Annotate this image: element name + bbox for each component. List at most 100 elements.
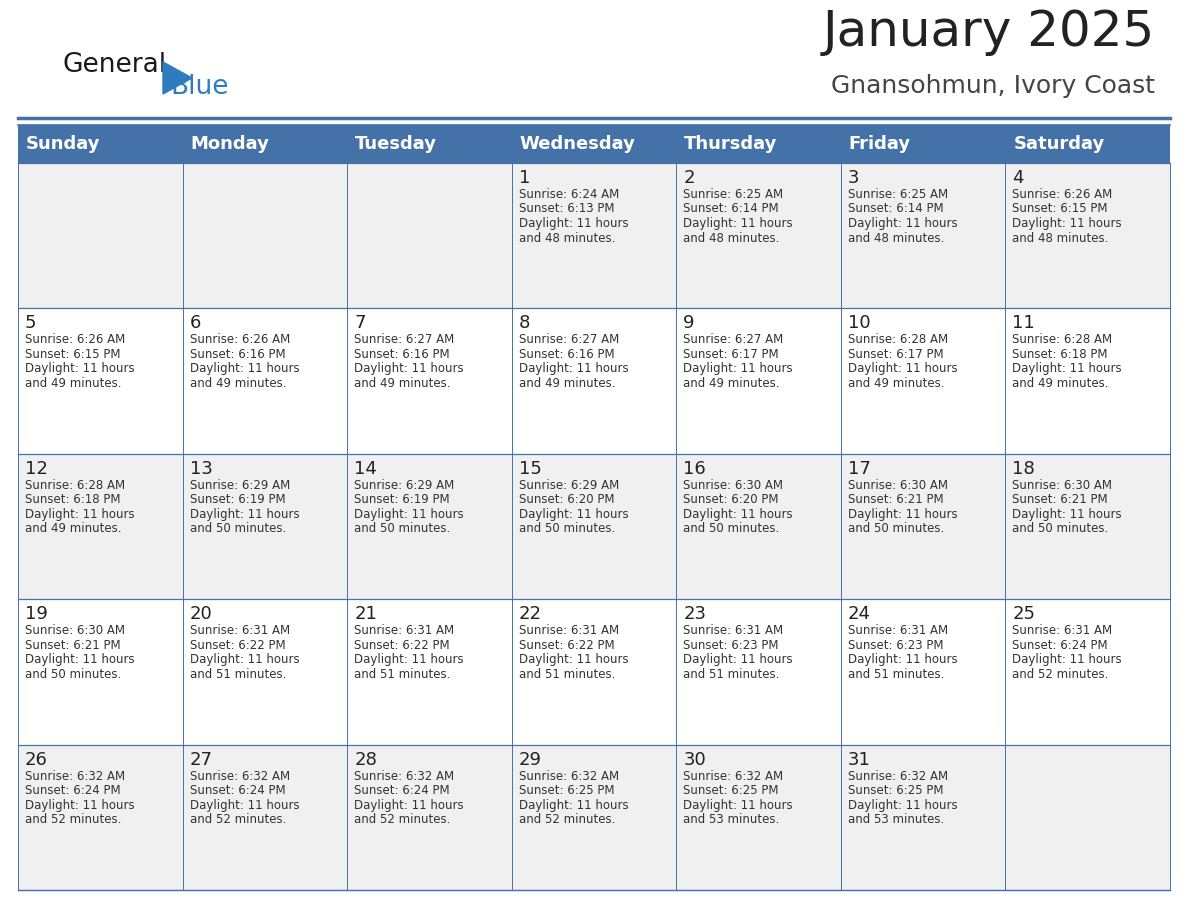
Text: January 2025: January 2025 <box>823 8 1155 56</box>
Text: Sunset: 6:19 PM: Sunset: 6:19 PM <box>354 493 450 507</box>
Text: and 51 minutes.: and 51 minutes. <box>683 667 779 681</box>
Text: 12: 12 <box>25 460 48 477</box>
Bar <box>18 744 183 890</box>
Text: Sunset: 6:23 PM: Sunset: 6:23 PM <box>848 639 943 652</box>
Text: 22: 22 <box>519 605 542 623</box>
Text: 4: 4 <box>1012 169 1024 187</box>
Text: Sunset: 6:18 PM: Sunset: 6:18 PM <box>1012 348 1108 361</box>
Text: and 49 minutes.: and 49 minutes. <box>848 377 944 390</box>
Text: Daylight: 11 hours: Daylight: 11 hours <box>519 217 628 230</box>
Text: 18: 18 <box>1012 460 1035 477</box>
Bar <box>18 125 1170 163</box>
Text: and 48 minutes.: and 48 minutes. <box>848 231 944 244</box>
Text: Sunrise: 6:26 AM: Sunrise: 6:26 AM <box>25 333 125 346</box>
Text: 15: 15 <box>519 460 542 477</box>
Text: Daylight: 11 hours: Daylight: 11 hours <box>25 508 134 521</box>
Text: and 51 minutes.: and 51 minutes. <box>848 667 944 681</box>
Bar <box>676 163 841 308</box>
Bar <box>512 308 676 453</box>
Text: and 49 minutes.: and 49 minutes. <box>190 377 286 390</box>
Text: Daylight: 11 hours: Daylight: 11 hours <box>354 363 463 375</box>
Text: Sunset: 6:17 PM: Sunset: 6:17 PM <box>683 348 779 361</box>
Text: 1: 1 <box>519 169 530 187</box>
Text: 3: 3 <box>848 169 859 187</box>
Text: Sunset: 6:20 PM: Sunset: 6:20 PM <box>519 493 614 507</box>
Text: and 52 minutes.: and 52 minutes. <box>519 813 615 826</box>
Text: Sunrise: 6:30 AM: Sunrise: 6:30 AM <box>683 479 783 492</box>
Text: Sunset: 6:25 PM: Sunset: 6:25 PM <box>683 784 779 797</box>
Text: Sunset: 6:22 PM: Sunset: 6:22 PM <box>190 639 285 652</box>
Text: and 51 minutes.: and 51 minutes. <box>354 667 450 681</box>
Text: and 49 minutes.: and 49 minutes. <box>25 377 121 390</box>
Bar <box>841 163 1005 308</box>
Text: and 49 minutes.: and 49 minutes. <box>354 377 450 390</box>
Text: Wednesday: Wednesday <box>519 135 636 153</box>
Text: 13: 13 <box>190 460 213 477</box>
Text: and 51 minutes.: and 51 minutes. <box>190 667 286 681</box>
Text: 29: 29 <box>519 751 542 768</box>
Bar <box>18 599 183 744</box>
Text: 20: 20 <box>190 605 213 623</box>
Text: Sunrise: 6:31 AM: Sunrise: 6:31 AM <box>354 624 454 637</box>
Text: Daylight: 11 hours: Daylight: 11 hours <box>683 654 792 666</box>
Bar <box>1005 308 1170 453</box>
Text: and 50 minutes.: and 50 minutes. <box>190 522 286 535</box>
Text: Sunset: 6:20 PM: Sunset: 6:20 PM <box>683 493 779 507</box>
Text: Daylight: 11 hours: Daylight: 11 hours <box>683 363 792 375</box>
Text: Sunrise: 6:30 AM: Sunrise: 6:30 AM <box>1012 479 1112 492</box>
Text: Daylight: 11 hours: Daylight: 11 hours <box>519 363 628 375</box>
Polygon shape <box>163 62 192 94</box>
Bar <box>183 453 347 599</box>
Text: Daylight: 11 hours: Daylight: 11 hours <box>190 363 299 375</box>
Text: 23: 23 <box>683 605 707 623</box>
Bar <box>512 163 676 308</box>
Text: Sunset: 6:25 PM: Sunset: 6:25 PM <box>848 784 943 797</box>
Text: Sunrise: 6:28 AM: Sunrise: 6:28 AM <box>848 333 948 346</box>
Bar <box>512 599 676 744</box>
Text: Daylight: 11 hours: Daylight: 11 hours <box>190 799 299 812</box>
Bar <box>18 453 183 599</box>
Bar <box>841 599 1005 744</box>
Text: Sunrise: 6:32 AM: Sunrise: 6:32 AM <box>25 769 125 783</box>
Text: and 49 minutes.: and 49 minutes. <box>683 377 779 390</box>
Text: Sunrise: 6:32 AM: Sunrise: 6:32 AM <box>683 769 783 783</box>
Text: and 50 minutes.: and 50 minutes. <box>354 522 450 535</box>
Text: Daylight: 11 hours: Daylight: 11 hours <box>1012 508 1121 521</box>
Text: Sunset: 6:17 PM: Sunset: 6:17 PM <box>848 348 943 361</box>
Text: Sunset: 6:21 PM: Sunset: 6:21 PM <box>848 493 943 507</box>
Text: Daylight: 11 hours: Daylight: 11 hours <box>848 217 958 230</box>
Text: Sunrise: 6:32 AM: Sunrise: 6:32 AM <box>354 769 454 783</box>
Text: and 51 minutes.: and 51 minutes. <box>519 667 615 681</box>
Text: and 49 minutes.: and 49 minutes. <box>25 522 121 535</box>
Text: Sunrise: 6:31 AM: Sunrise: 6:31 AM <box>1012 624 1112 637</box>
Text: Thursday: Thursday <box>684 135 778 153</box>
Text: and 50 minutes.: and 50 minutes. <box>519 522 615 535</box>
Text: Sunrise: 6:28 AM: Sunrise: 6:28 AM <box>25 479 125 492</box>
Text: Sunset: 6:24 PM: Sunset: 6:24 PM <box>25 784 121 797</box>
Text: 11: 11 <box>1012 314 1035 332</box>
Text: and 48 minutes.: and 48 minutes. <box>683 231 779 244</box>
Text: Sunrise: 6:32 AM: Sunrise: 6:32 AM <box>190 769 290 783</box>
Bar <box>183 744 347 890</box>
Text: Sunrise: 6:27 AM: Sunrise: 6:27 AM <box>354 333 454 346</box>
Text: Daylight: 11 hours: Daylight: 11 hours <box>848 363 958 375</box>
Bar <box>183 599 347 744</box>
Text: Daylight: 11 hours: Daylight: 11 hours <box>1012 654 1121 666</box>
Text: Gnansohmun, Ivory Coast: Gnansohmun, Ivory Coast <box>830 74 1155 98</box>
Text: 27: 27 <box>190 751 213 768</box>
Text: Sunset: 6:24 PM: Sunset: 6:24 PM <box>354 784 450 797</box>
Text: 10: 10 <box>848 314 871 332</box>
Text: Daylight: 11 hours: Daylight: 11 hours <box>25 799 134 812</box>
Text: and 50 minutes.: and 50 minutes. <box>683 522 779 535</box>
Text: Daylight: 11 hours: Daylight: 11 hours <box>354 799 463 812</box>
Text: Daylight: 11 hours: Daylight: 11 hours <box>683 799 792 812</box>
Bar <box>1005 744 1170 890</box>
Text: 9: 9 <box>683 314 695 332</box>
Text: Daylight: 11 hours: Daylight: 11 hours <box>1012 363 1121 375</box>
Text: and 48 minutes.: and 48 minutes. <box>1012 231 1108 244</box>
Text: and 52 minutes.: and 52 minutes. <box>190 813 286 826</box>
Text: Sunset: 6:24 PM: Sunset: 6:24 PM <box>1012 639 1108 652</box>
Text: 28: 28 <box>354 751 377 768</box>
Text: Daylight: 11 hours: Daylight: 11 hours <box>519 508 628 521</box>
Text: Daylight: 11 hours: Daylight: 11 hours <box>683 508 792 521</box>
